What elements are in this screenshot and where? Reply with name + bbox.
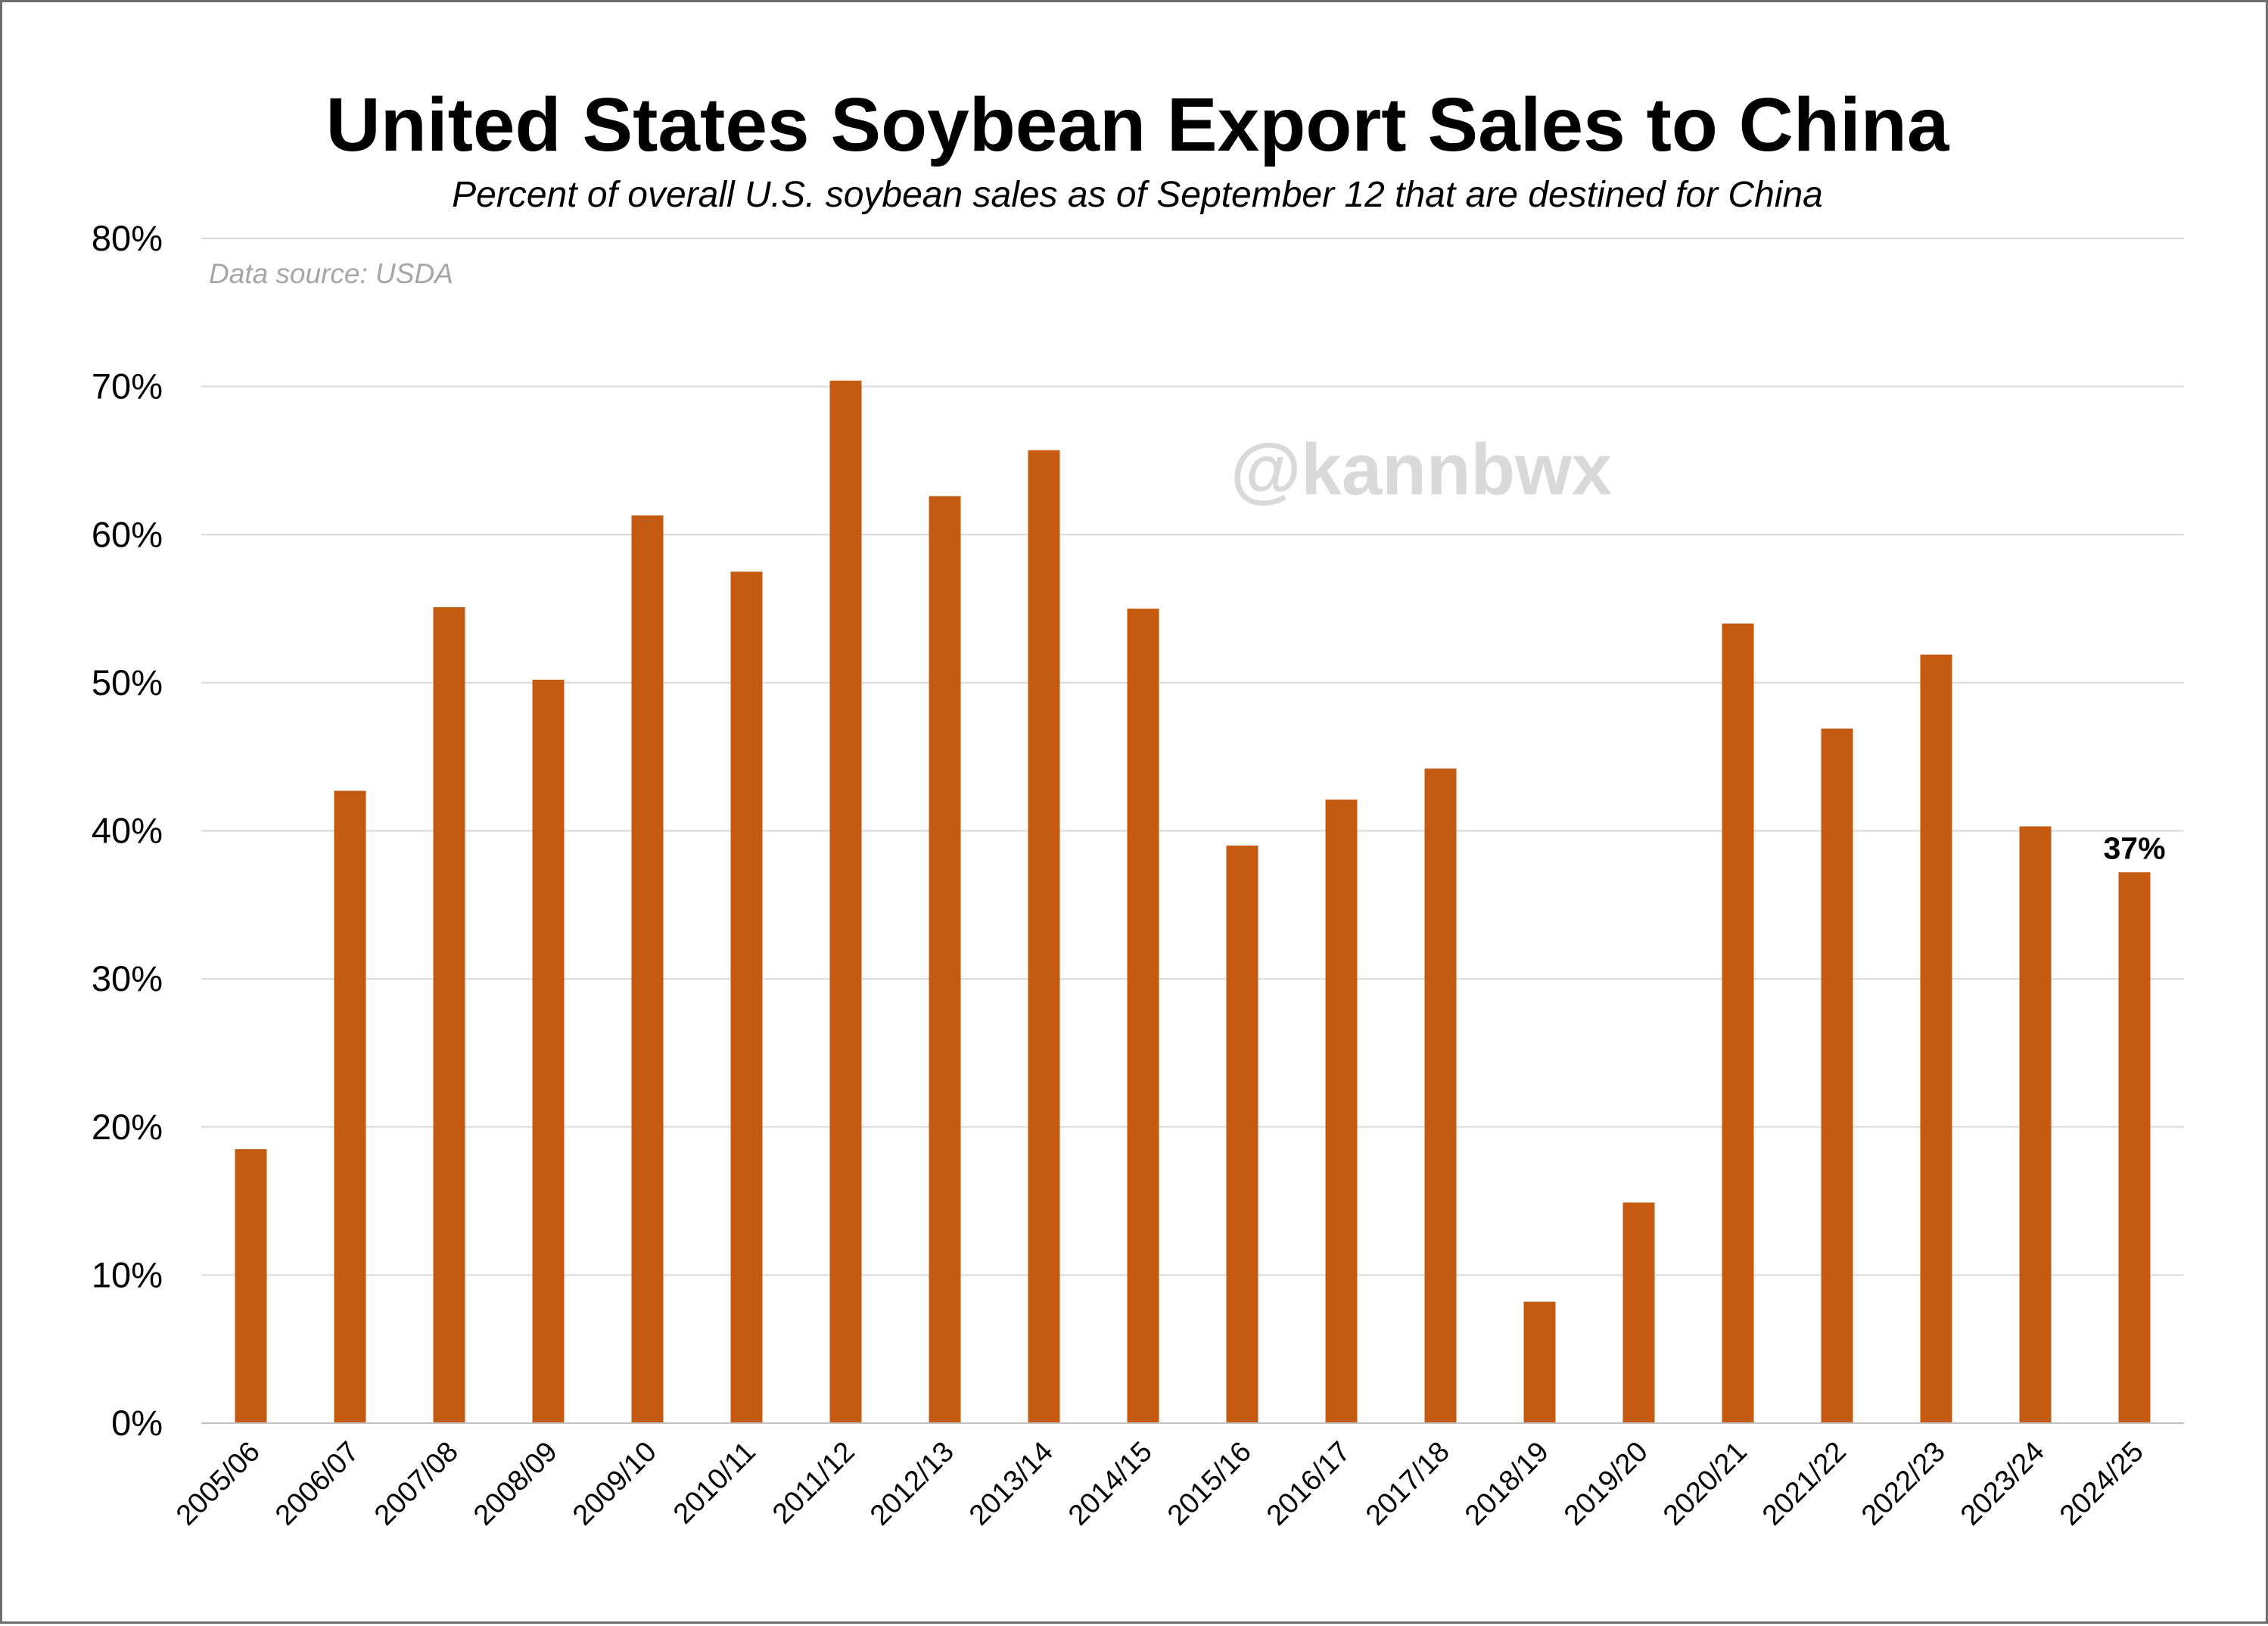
data-labels: 37% bbox=[2103, 830, 2165, 865]
y-tick-label: 30% bbox=[92, 958, 163, 998]
x-tick-label: 2019/20 bbox=[1558, 1436, 1654, 1532]
x-tick-label: 2020/21 bbox=[1657, 1436, 1753, 1532]
x-tick-label: 2005/06 bbox=[170, 1436, 266, 1532]
x-tick-label: 2014/15 bbox=[1062, 1436, 1159, 1532]
x-tick-label: 2016/17 bbox=[1261, 1436, 1357, 1532]
x-axis-ticks: 2005/06 2006/07 2007/08 2008/09 2009/10 2010/… bbox=[170, 1436, 2150, 1532]
x-tick-label: 2009/10 bbox=[567, 1436, 663, 1532]
x-tick-label: 2015/16 bbox=[1162, 1436, 1258, 1532]
bar-2018-19 bbox=[1523, 1301, 1556, 1423]
x-tick-label: 2013/14 bbox=[963, 1436, 1059, 1532]
y-tick-label: 10% bbox=[92, 1254, 163, 1294]
y-tick-label: 20% bbox=[92, 1107, 163, 1147]
x-tick-label: 2012/13 bbox=[864, 1436, 960, 1532]
x-tick-label: 2007/08 bbox=[369, 1436, 465, 1532]
x-tick-label: 2011/12 bbox=[767, 1436, 861, 1531]
bar-2005-06 bbox=[235, 1149, 267, 1423]
bar-2020-21 bbox=[1722, 623, 1754, 1423]
gridlines bbox=[201, 238, 2184, 1276]
bar-2012-13 bbox=[929, 496, 961, 1424]
bar-2010-11 bbox=[730, 572, 763, 1423]
y-tick-label: 60% bbox=[92, 514, 163, 554]
bar-2014-15 bbox=[1127, 609, 1159, 1423]
bar-2009-10 bbox=[631, 515, 664, 1423]
bar-2015-16 bbox=[1226, 846, 1258, 1423]
bar-2024-25 bbox=[2118, 872, 2151, 1423]
bars bbox=[235, 380, 2151, 1424]
chart-subtitle: Percent of overall U.S. soybean sales as… bbox=[452, 175, 1823, 215]
data-source-note: Data source: USDA bbox=[209, 258, 453, 289]
y-axis-ticks: 0% 10% 20% 30% 40% 50% 60% 70% 80% bbox=[92, 218, 163, 1443]
x-tick-label: 2006/07 bbox=[269, 1436, 366, 1532]
bar-2021-22 bbox=[1821, 728, 1853, 1423]
bar-2022-23 bbox=[1920, 654, 1952, 1423]
x-tick-label: 2024/25 bbox=[2054, 1436, 2150, 1532]
x-tick-label: 2010/11 bbox=[667, 1436, 762, 1531]
y-tick-label: 0% bbox=[111, 1403, 163, 1443]
x-tick-label: 2022/23 bbox=[1856, 1436, 1952, 1532]
data-label: 37% bbox=[2103, 830, 2165, 865]
bar-2006-07 bbox=[334, 790, 366, 1423]
y-tick-label: 70% bbox=[92, 366, 163, 406]
chart-title: United States Soybean Export Sales to Ch… bbox=[326, 83, 1950, 167]
bar-2011-12 bbox=[829, 380, 862, 1423]
bar-2023-24 bbox=[2019, 826, 2052, 1423]
y-tick-label: 80% bbox=[92, 218, 163, 258]
watermark: @kannbwx bbox=[1230, 429, 1612, 510]
bar-2016-17 bbox=[1325, 799, 1358, 1423]
bar-2017-18 bbox=[1424, 768, 1457, 1423]
bar-2007-08 bbox=[433, 607, 465, 1424]
x-tick-label: 2018/19 bbox=[1459, 1436, 1555, 1532]
y-tick-label: 40% bbox=[92, 811, 163, 851]
x-tick-label: 2017/18 bbox=[1360, 1436, 1456, 1532]
bar-2019-20 bbox=[1622, 1202, 1655, 1423]
x-tick-label: 2008/09 bbox=[468, 1436, 564, 1532]
x-tick-label: 2023/24 bbox=[1955, 1436, 2051, 1532]
x-tick-label: 2021/22 bbox=[1756, 1436, 1853, 1532]
bar-2008-09 bbox=[532, 679, 565, 1423]
bar-2013-14 bbox=[1028, 450, 1060, 1423]
y-tick-label: 50% bbox=[92, 662, 163, 702]
